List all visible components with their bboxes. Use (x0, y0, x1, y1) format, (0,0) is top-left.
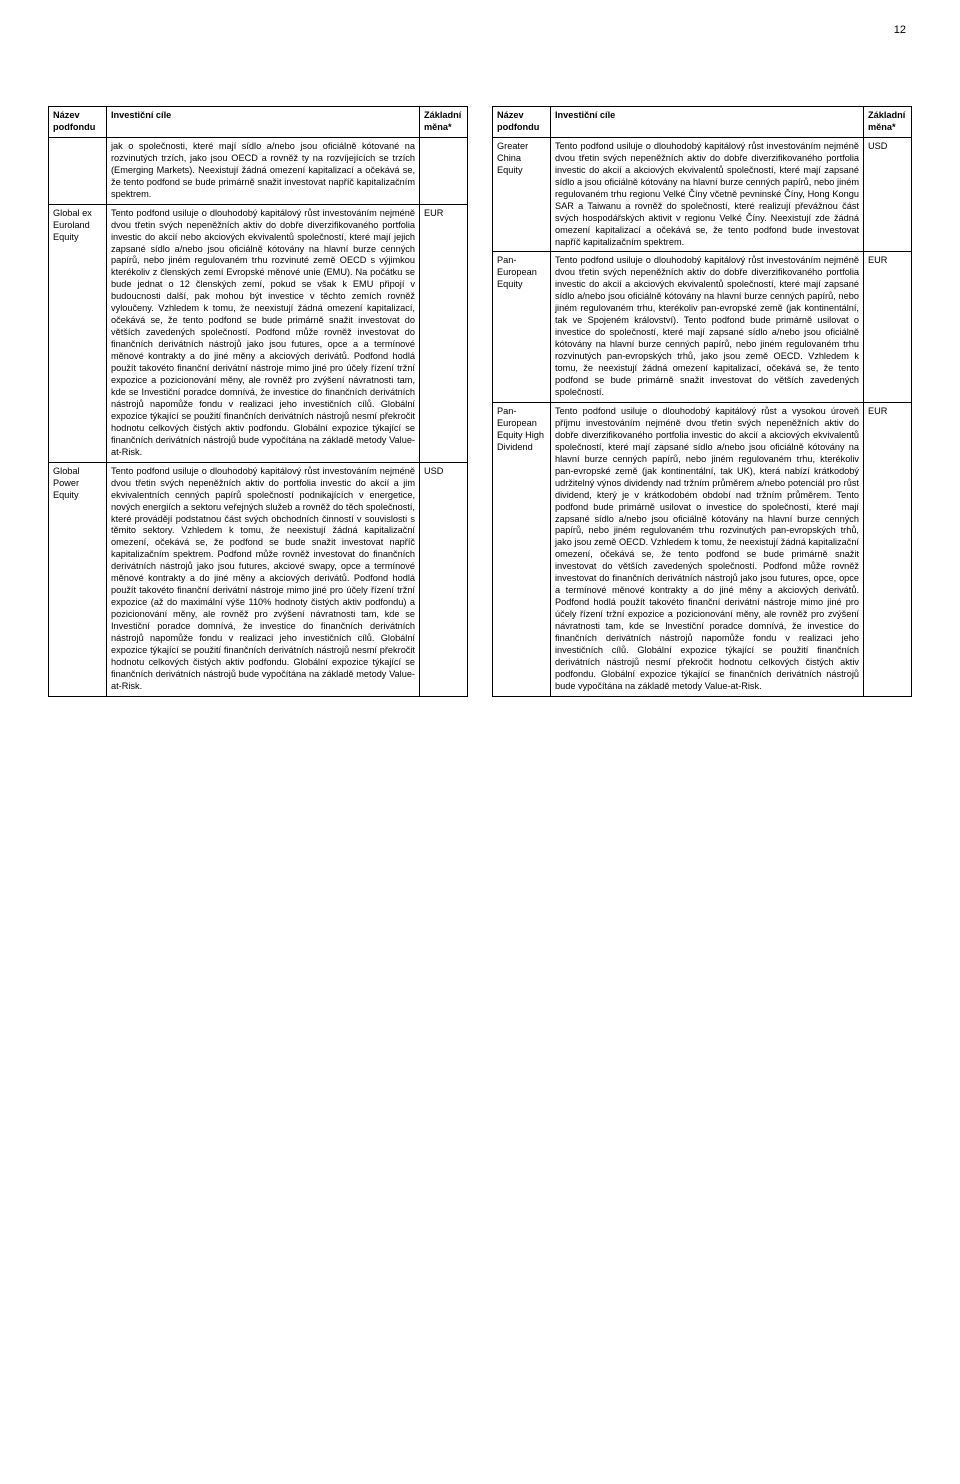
objective-paragraph: jak o společnosti, které mají sídlo a/ne… (111, 141, 415, 201)
currency-cell: EUR (420, 204, 468, 462)
currency-cell: USD (420, 462, 468, 696)
header-name: Název podfondu (493, 107, 551, 138)
table-row: Pan-European Equity High DividendTento p… (493, 402, 912, 696)
objective-paragraph: Tento podfond usiluje o dlouhodobý kapit… (555, 406, 859, 693)
objective-cell: Tento podfond usiluje o dlouhodobý kapit… (107, 204, 420, 462)
objective-cell: Tento podfond usiluje o dlouhodobý kapit… (551, 252, 864, 402)
objective-cell: Tento podfond usiluje o dlouhodobý kapit… (551, 137, 864, 252)
fund-name-cell (49, 137, 107, 204)
objective-paragraph: Tento podfond usiluje o dlouhodobý kapit… (555, 141, 859, 249)
fund-name-cell: Pan-European Equity High Dividend (493, 402, 551, 696)
fund-name-cell: Pan-European Equity (493, 252, 551, 402)
header-objective: Investiční cíle (107, 107, 420, 138)
right-table: Název podfondu Investiční cíle Základní … (492, 106, 912, 697)
objective-cell: jak o společnosti, které mají sídlo a/ne… (107, 137, 420, 204)
objective-paragraph: Tento podfond usiluje o dlouhodobý kapit… (111, 466, 415, 693)
fund-name-cell: Global Power Equity (49, 462, 107, 696)
table-row: Global Power EquityTento podfond usiluje… (49, 462, 468, 696)
currency-cell: EUR (864, 402, 912, 696)
header-currency: Základní měna* (420, 107, 468, 138)
header-name: Název podfondu (49, 107, 107, 138)
header-currency: Základní měna* (864, 107, 912, 138)
currency-cell (420, 137, 468, 204)
page-number: 12 (48, 24, 912, 36)
right-column: Název podfondu Investiční cíle Základní … (492, 106, 912, 697)
objective-paragraph: Tento podfond usiluje o dlouhodobý kapit… (111, 208, 415, 459)
table-row: Pan-European EquityTento podfond usiluje… (493, 252, 912, 402)
table-header-row: Název podfondu Investiční cíle Základní … (49, 107, 468, 138)
table-row: Global ex Euroland EquityTento podfond u… (49, 204, 468, 462)
currency-cell: USD (864, 137, 912, 252)
table-row: jak o společnosti, které mají sídlo a/ne… (49, 137, 468, 204)
table-header-row: Název podfondu Investiční cíle Základní … (493, 107, 912, 138)
fund-name-cell: Global ex Euroland Equity (49, 204, 107, 462)
left-column: Název podfondu Investiční cíle Základní … (48, 106, 468, 697)
two-column-layout: Název podfondu Investiční cíle Základní … (48, 106, 912, 697)
fund-name-cell: Greater China Equity (493, 137, 551, 252)
currency-cell: EUR (864, 252, 912, 402)
table-row: Greater China EquityTento podfond usiluj… (493, 137, 912, 252)
objective-cell: Tento podfond usiluje o dlouhodobý kapit… (107, 462, 420, 696)
objective-cell: Tento podfond usiluje o dlouhodobý kapit… (551, 402, 864, 696)
header-objective: Investiční cíle (551, 107, 864, 138)
left-table: Název podfondu Investiční cíle Základní … (48, 106, 468, 697)
objective-paragraph: Tento podfond usiluje o dlouhodobý kapit… (555, 255, 859, 398)
